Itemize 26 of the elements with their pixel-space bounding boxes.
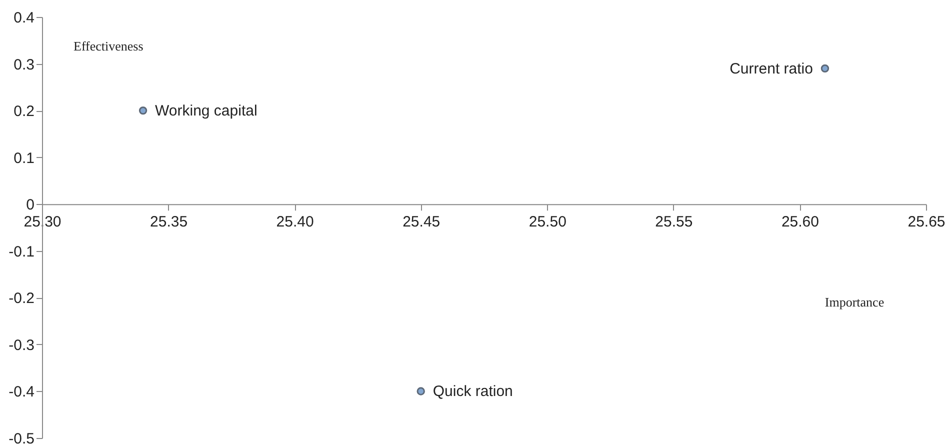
x-tick-label: 25.40 [276, 214, 314, 231]
y-axis-title: Effectiveness [74, 38, 144, 54]
x-tick-label: 25.55 [655, 214, 693, 231]
y-tick-label: 0 [26, 196, 34, 214]
point [820, 64, 830, 73]
y-tick-label: 0.4 [14, 10, 34, 26]
y-tick-label: -0.4 [8, 384, 34, 401]
y-tick-label: -0.5 [8, 430, 34, 448]
y-tick-label: 0.2 [14, 103, 34, 120]
x-tick-label: 25.45 [402, 214, 440, 231]
x-tick-label: 25.50 [528, 214, 566, 231]
x-tick-label: 25.65 [908, 214, 946, 231]
series-label: Current ratio [730, 60, 813, 78]
series-label: Working capital [155, 102, 258, 120]
y-tick-label: -0.2 [8, 290, 34, 308]
y-tick-label: -0.3 [8, 336, 34, 354]
x-tick-label: 25.30 [24, 214, 62, 231]
x-tick-label: 25.60 [781, 214, 819, 231]
point [138, 106, 148, 115]
y-tick-label: -0.1 [8, 243, 34, 260]
x-axis-title: Importance [824, 294, 884, 310]
point [416, 387, 425, 396]
x-tick-label: 25.35 [150, 214, 188, 231]
y-tick-label: 0.1 [14, 150, 34, 167]
y-tick-label: 0.3 [14, 56, 34, 74]
series-label: Quick ration [432, 383, 513, 400]
